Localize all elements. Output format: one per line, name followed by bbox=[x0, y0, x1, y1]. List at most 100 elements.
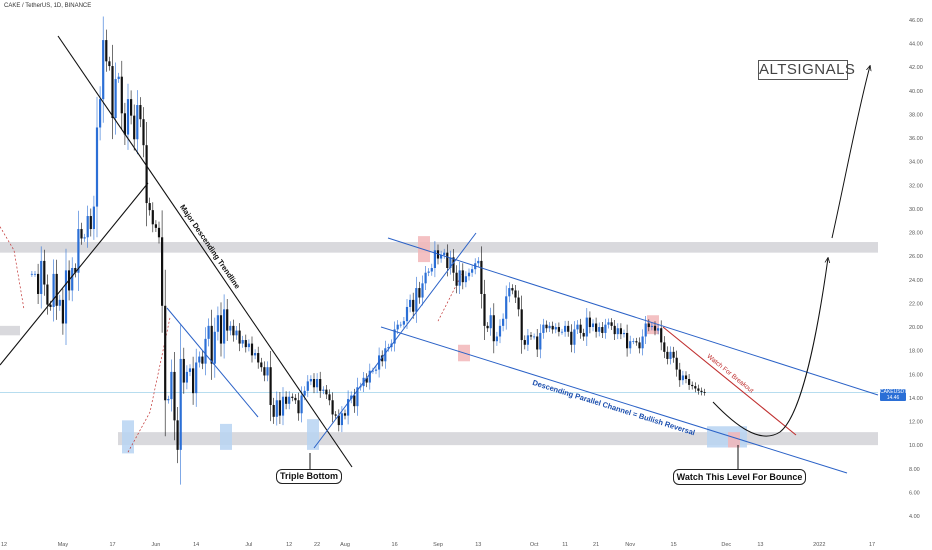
candle-body bbox=[371, 370, 374, 372]
candle-body bbox=[114, 79, 117, 119]
candle-body bbox=[669, 351, 672, 359]
highlight-zone-3 bbox=[707, 426, 747, 448]
candle-body bbox=[418, 288, 421, 298]
candle-body bbox=[325, 389, 328, 395]
candle-body bbox=[591, 323, 595, 328]
candle-body bbox=[99, 99, 102, 128]
breakout-watch-line bbox=[662, 326, 797, 436]
candle-body bbox=[350, 395, 353, 400]
candle-body bbox=[52, 273, 55, 307]
candle-body bbox=[340, 413, 343, 426]
x-tick-label: Nov bbox=[625, 542, 635, 548]
y-tick-label: 28.00 bbox=[909, 231, 923, 237]
x-tick-label: Aug bbox=[340, 542, 350, 548]
candle-body bbox=[229, 325, 232, 331]
y-tick-label: 36.00 bbox=[909, 136, 923, 142]
candle-body bbox=[663, 342, 666, 352]
candle-body bbox=[657, 328, 660, 331]
candle-body bbox=[433, 250, 436, 268]
candle-body bbox=[173, 371, 176, 421]
y-tick-label: 12.00 bbox=[909, 420, 923, 426]
candle-body bbox=[343, 413, 347, 416]
highlight-zone-2 bbox=[307, 419, 319, 450]
candle-body bbox=[409, 299, 412, 307]
candle-body bbox=[691, 384, 694, 387]
resistance-zone bbox=[0, 242, 878, 253]
projection-path-1 bbox=[712, 258, 828, 437]
y-tick-label: 34.00 bbox=[909, 160, 923, 166]
symbol-header: CAKE / TetherUS, 1D, BINANCE bbox=[4, 3, 92, 9]
y-tick-label: 18.00 bbox=[909, 349, 923, 355]
x-tick-label: 16 bbox=[392, 542, 398, 548]
candle-body bbox=[607, 322, 610, 325]
candle-body bbox=[678, 369, 681, 381]
y-tick-label: 8.00 bbox=[909, 467, 920, 473]
candle-body bbox=[557, 327, 560, 332]
x-tick-label: 14 bbox=[193, 542, 199, 548]
candle-body bbox=[511, 288, 514, 291]
candle-body bbox=[294, 397, 297, 401]
candle-body bbox=[464, 276, 467, 283]
candle-body bbox=[133, 115, 136, 140]
candle-body bbox=[260, 362, 263, 368]
candle-body bbox=[688, 379, 691, 385]
candle-body bbox=[489, 315, 492, 329]
candle-body bbox=[697, 388, 700, 391]
candle-body bbox=[316, 379, 319, 388]
candle-body bbox=[613, 325, 616, 335]
candle-body bbox=[334, 414, 337, 416]
candle-body bbox=[629, 341, 632, 349]
candle-body bbox=[495, 336, 498, 342]
candle-body bbox=[452, 257, 455, 273]
candle-body bbox=[526, 335, 529, 345]
highlight-zone-4 bbox=[728, 432, 740, 448]
candle-body bbox=[616, 328, 619, 335]
candle-body bbox=[154, 224, 157, 228]
y-tick-label: 14.00 bbox=[909, 396, 923, 402]
candle-body bbox=[384, 348, 387, 362]
candle-body bbox=[461, 270, 464, 283]
candle-body bbox=[55, 273, 58, 306]
y-tick-label: 40.00 bbox=[909, 89, 923, 95]
candle-body bbox=[443, 252, 446, 256]
candle-body bbox=[502, 318, 505, 326]
y-tick-label: 30.00 bbox=[909, 207, 923, 213]
candle-body bbox=[647, 323, 650, 328]
y-tick-label: 26.00 bbox=[909, 254, 923, 260]
candle-body bbox=[405, 306, 409, 322]
candle-body bbox=[598, 327, 601, 332]
candle-body bbox=[480, 260, 483, 294]
candle-body bbox=[37, 273, 40, 294]
candle-body bbox=[164, 305, 167, 401]
candle-body bbox=[46, 284, 49, 305]
y-tick-label: 24.00 bbox=[909, 278, 923, 284]
candle-body bbox=[402, 321, 405, 325]
candle-body bbox=[653, 325, 657, 331]
candle-body bbox=[440, 255, 443, 259]
candle-body bbox=[601, 327, 604, 333]
candle-body bbox=[288, 396, 291, 404]
candle-body bbox=[312, 379, 316, 388]
candle-body bbox=[365, 377, 368, 383]
y-tick-label: 32.00 bbox=[909, 183, 923, 189]
candle-body bbox=[393, 329, 396, 344]
candle-body bbox=[170, 371, 173, 400]
candle-body bbox=[560, 331, 564, 333]
candle-body bbox=[198, 356, 201, 363]
candle-body bbox=[281, 396, 285, 416]
candle-body bbox=[337, 415, 340, 426]
x-tick-label: Dec bbox=[721, 542, 731, 548]
candle-body bbox=[30, 273, 33, 275]
candle-body bbox=[427, 271, 430, 273]
candle-body bbox=[486, 325, 489, 329]
candle-body bbox=[257, 353, 260, 363]
candle-body bbox=[548, 325, 551, 329]
candle-body bbox=[319, 379, 322, 391]
y-tick-label: 4.00 bbox=[909, 514, 920, 520]
candle-body bbox=[322, 389, 325, 391]
candles bbox=[30, 16, 706, 485]
candle-body bbox=[238, 330, 241, 344]
candle-body bbox=[83, 237, 86, 239]
swing-dash-2 bbox=[437, 273, 463, 322]
